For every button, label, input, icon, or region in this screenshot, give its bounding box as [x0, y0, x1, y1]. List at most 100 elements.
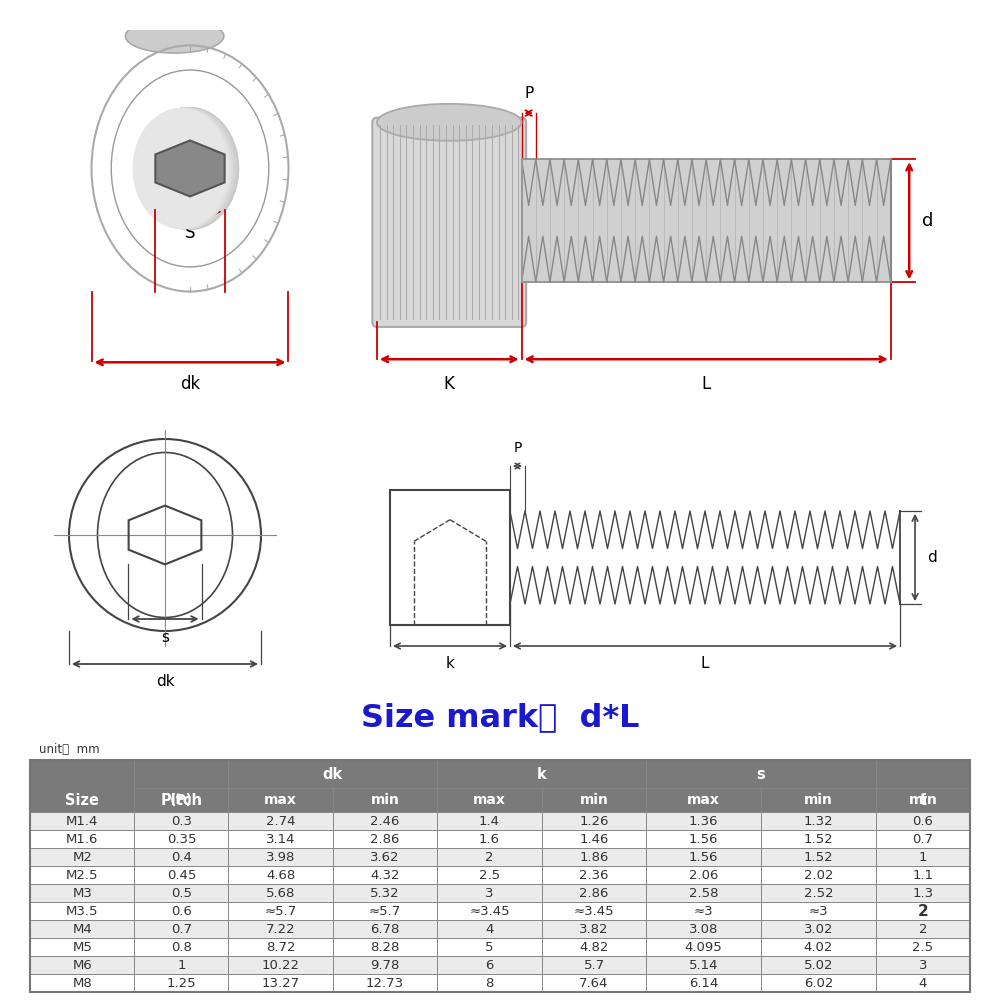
Ellipse shape	[133, 108, 230, 229]
Ellipse shape	[133, 108, 230, 229]
Bar	[646, 812, 761, 830]
Bar	[228, 812, 333, 830]
Text: 1.6: 1.6	[479, 833, 500, 846]
Bar	[646, 848, 761, 866]
Text: 3.98: 3.98	[266, 851, 295, 864]
Text: 8: 8	[485, 977, 494, 990]
Text: 0.35: 0.35	[167, 833, 196, 846]
Bar	[761, 884, 876, 902]
Text: 10.22: 10.22	[262, 959, 300, 972]
Bar	[761, 920, 876, 938]
Text: 13.27: 13.27	[262, 977, 300, 990]
Bar	[437, 830, 542, 848]
Text: unit：  mm: unit： mm	[39, 743, 100, 756]
Text: 2.46: 2.46	[370, 815, 400, 828]
Text: 2.58: 2.58	[689, 887, 718, 900]
Text: 9.78: 9.78	[370, 959, 400, 972]
Bar	[134, 760, 228, 840]
Bar	[876, 920, 970, 938]
Text: 2: 2	[919, 923, 927, 936]
Bar	[542, 902, 646, 920]
Bar	[134, 848, 228, 866]
Ellipse shape	[133, 108, 229, 229]
Bar	[30, 956, 134, 974]
Ellipse shape	[135, 108, 232, 229]
Text: 1.3: 1.3	[912, 887, 934, 900]
Text: 8.28: 8.28	[370, 941, 400, 954]
Bar	[876, 812, 970, 830]
Text: M5: M5	[72, 941, 92, 954]
Text: ≈3: ≈3	[694, 905, 713, 918]
Bar	[876, 956, 970, 974]
Text: s: s	[757, 767, 765, 782]
Bar	[437, 938, 542, 956]
Bar	[134, 884, 228, 902]
Text: dk: dk	[180, 375, 200, 393]
Ellipse shape	[136, 108, 234, 229]
Text: 2: 2	[918, 904, 928, 919]
FancyBboxPatch shape	[372, 118, 526, 327]
Bar	[542, 938, 646, 956]
Bar	[437, 956, 542, 974]
Text: 4.68: 4.68	[266, 869, 295, 882]
Bar	[228, 866, 333, 884]
Text: 6.14: 6.14	[689, 977, 718, 990]
Bar	[134, 920, 228, 938]
Bar	[390, 490, 510, 625]
Bar	[542, 920, 646, 938]
Ellipse shape	[134, 108, 231, 229]
Text: 3.02: 3.02	[804, 923, 833, 936]
Text: k: k	[446, 656, 454, 672]
Text: 2.86: 2.86	[370, 833, 400, 846]
Text: 2.5: 2.5	[479, 869, 500, 882]
Text: 0.4: 0.4	[171, 851, 192, 864]
Text: S: S	[185, 224, 195, 242]
Ellipse shape	[140, 107, 238, 230]
Text: 5.14: 5.14	[689, 959, 718, 972]
Ellipse shape	[139, 107, 238, 230]
Bar	[761, 788, 876, 812]
Bar	[333, 974, 437, 992]
Text: dk: dk	[156, 674, 174, 690]
Text: 5.02: 5.02	[804, 959, 833, 972]
Ellipse shape	[139, 107, 237, 230]
Bar	[333, 884, 437, 902]
Text: P: P	[513, 441, 522, 455]
Text: M1.4: M1.4	[66, 815, 98, 828]
Text: 1.25: 1.25	[167, 977, 196, 990]
Bar	[228, 902, 333, 920]
Bar	[228, 938, 333, 956]
Bar	[437, 974, 542, 992]
Bar	[542, 866, 646, 884]
Bar	[646, 938, 761, 956]
Text: 12.73: 12.73	[366, 977, 404, 990]
Bar	[876, 760, 970, 840]
Text: ≈3.45: ≈3.45	[574, 905, 614, 918]
Text: dk: dk	[323, 767, 343, 782]
Bar	[437, 760, 646, 788]
Text: 1.4: 1.4	[479, 815, 500, 828]
Text: ≈5.7: ≈5.7	[265, 905, 297, 918]
Ellipse shape	[137, 107, 235, 229]
Text: 5: 5	[485, 941, 494, 954]
Text: 2.52: 2.52	[804, 887, 833, 900]
Bar	[876, 974, 970, 992]
Text: 1.46: 1.46	[579, 833, 609, 846]
Ellipse shape	[136, 108, 233, 229]
Bar	[30, 848, 134, 866]
Text: 5.32: 5.32	[370, 887, 400, 900]
Bar	[761, 974, 876, 992]
Text: 1.52: 1.52	[804, 851, 833, 864]
Text: 1.56: 1.56	[689, 851, 718, 864]
Text: 6.02: 6.02	[804, 977, 833, 990]
Bar	[646, 920, 761, 938]
Bar	[761, 812, 876, 830]
Text: 2.06: 2.06	[689, 869, 718, 882]
Text: 0.6: 0.6	[171, 905, 192, 918]
Text: 3.14: 3.14	[266, 833, 295, 846]
Text: 4: 4	[485, 923, 494, 936]
Text: 0.6: 0.6	[913, 815, 933, 828]
Ellipse shape	[377, 104, 522, 141]
Text: ≈5.7: ≈5.7	[369, 905, 401, 918]
Bar	[646, 760, 876, 788]
